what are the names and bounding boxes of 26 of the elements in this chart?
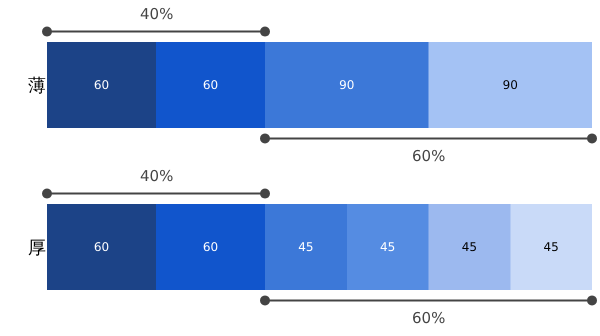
annotation: 40% bbox=[140, 5, 174, 23]
bar bbox=[156, 42, 265, 128]
bar bbox=[428, 42, 592, 128]
data-label: 90 bbox=[339, 78, 354, 92]
y-tick-label: 薄 bbox=[28, 75, 46, 96]
data-label: 45 bbox=[462, 240, 478, 254]
bar bbox=[47, 42, 156, 128]
bar bbox=[346, 204, 428, 290]
bar bbox=[265, 42, 428, 128]
y-tick-label: 厚 bbox=[28, 237, 46, 258]
data-label: 45 bbox=[298, 240, 314, 254]
data-label: 60 bbox=[94, 240, 110, 254]
data-label: 60 bbox=[94, 78, 110, 92]
data-label: 45 bbox=[380, 240, 396, 254]
bar bbox=[265, 204, 347, 290]
data-label: 60 bbox=[202, 78, 218, 92]
data-label: 90 bbox=[502, 78, 518, 92]
data-label: 60 bbox=[202, 240, 218, 254]
bar bbox=[510, 204, 592, 290]
bar bbox=[156, 204, 265, 290]
bar bbox=[47, 204, 156, 290]
data-label: 45 bbox=[543, 240, 559, 254]
annotation: 60% bbox=[412, 309, 446, 327]
bar bbox=[428, 204, 510, 290]
annotation: 40% bbox=[140, 167, 174, 185]
annotation: 60% bbox=[412, 147, 446, 165]
